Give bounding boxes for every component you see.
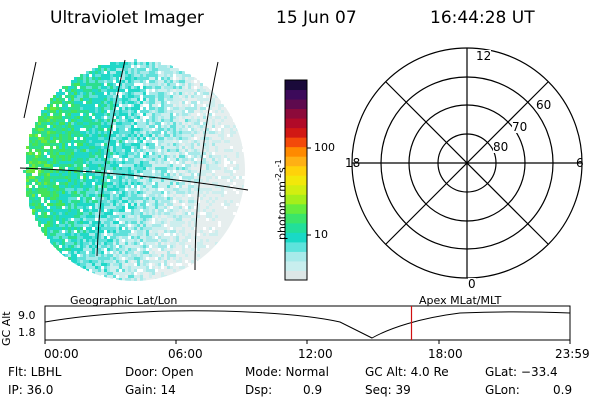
mlt-label-18: 18 [345,156,361,170]
colorbar-segment [285,118,307,129]
colorbar-segment [285,127,307,138]
header-time: 16:44:28 UT [430,8,535,28]
status-dsp-value: 0.9 [303,383,323,397]
header-date: 15 Jun 07 [276,8,357,28]
y-tick-9: 9.0 [18,309,36,322]
colorbar-segment [285,251,307,262]
status-dsp-label: Dsp: [245,383,273,397]
status-ip: IP: 36.0 [8,383,54,397]
colorbar-segment [285,194,307,205]
right-grid-label: Apex MLat/MLT [419,294,502,307]
grid-line [194,61,219,271]
status-glon-label: GLon: [485,383,520,397]
mlt-label-0: 0 [468,277,476,291]
colorbar-segment [285,137,307,148]
grid-line [23,61,37,119]
uv-image [19,59,249,281]
lat-label-80: 80 [493,140,509,154]
app-title: Ultraviolet Imager [50,8,204,28]
x-tick-0000: 00:00 [44,347,79,361]
status-glon-value: 0.9 [553,383,573,397]
colorbar-tick-100: 100 [314,141,335,154]
altitude-plot-frame [44,305,571,341]
status-gc-alt: GC Alt: 4.0 Re [365,365,449,379]
lat-label-70: 70 [512,120,528,134]
mlt-label-6: 6 [576,156,584,170]
status-glat: GLat: −33.4 [485,365,558,379]
grid-line [19,167,249,191]
geographic-grid [19,59,249,271]
x-tick-1200: 12:00 [298,347,333,361]
colorbar-segment [285,80,307,91]
colorbar-segment [285,260,307,271]
x-tick-1800: 18:00 [428,347,463,361]
mlt-line-diag-2 [385,81,549,245]
x-tick-0600: 06:00 [168,347,203,361]
colorbar-segment [285,165,307,176]
colorbar-segment [285,99,307,110]
colorbar-segment [285,184,307,195]
colorbar [284,79,311,281]
colorbar-segment [285,213,307,224]
colorbar-segment [285,270,307,281]
lat-label-60: 60 [536,98,552,112]
colorbar-segment [285,222,307,233]
polar-plot [351,47,583,279]
colorbar-segment [285,203,307,214]
colorbar-segment [285,108,307,119]
altitude-curve [44,310,571,339]
status-door: Door: Open [125,365,194,379]
grid-line [96,59,126,257]
colorbar-segment [285,175,307,186]
colorbar-tick-10: 10 [314,228,328,241]
colorbar-segment [285,241,307,252]
colorbar-segment [285,146,307,157]
uv-intensity-map [23,59,245,281]
y-tick-1.8: 1.8 [18,326,36,339]
colorbar-segment [285,89,307,100]
status-seq: Seq: 39 [365,383,411,397]
mlt-label-12: 12 [476,49,492,63]
status-filter: Flt: LBHL [8,365,62,379]
colorbar-segment [285,232,307,243]
status-gain: Gain: 14 [125,383,176,397]
x-tick-2359: 23:59 [555,347,590,361]
left-grid-label: Geographic Lat/Lon [70,294,178,307]
status-mode: Mode: Normal [245,365,329,379]
colorbar-segment [285,156,307,167]
